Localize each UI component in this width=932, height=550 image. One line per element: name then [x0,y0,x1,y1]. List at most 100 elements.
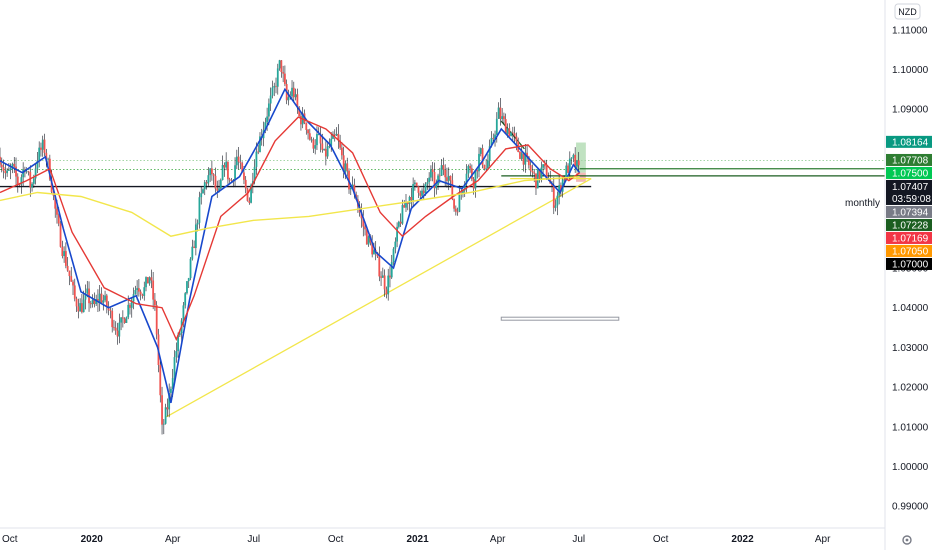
candle-body [291,87,293,97]
moving-average-line[interactable] [0,116,581,342]
candle-body [392,248,395,263]
candle-body [152,280,155,300]
candle-body [121,317,124,319]
plot-area[interactable] [0,59,885,435]
candle-body [572,154,575,158]
price-level-tag [886,135,932,148]
candle-body [139,291,142,295]
y-tick-label: 1.11000 [892,25,928,36]
candle-body [524,152,527,165]
candle-body [570,157,573,159]
candle-body [321,143,324,150]
moving-average-line[interactable] [0,176,580,237]
candle-body [312,139,315,149]
candle-body [81,303,83,313]
candle-body [545,166,548,180]
candle-body [426,182,429,184]
candle-body [97,298,99,303]
position-loss-zone[interactable] [576,172,586,182]
x-tick-label: Apr [165,534,181,545]
candle-body [212,174,215,176]
x-tick-label: Jul [247,534,260,545]
y-tick-label: 1.00000 [892,462,929,473]
candle-body [141,294,144,296]
candle-body [209,168,212,176]
candle-body [178,333,181,336]
candle-body [397,221,400,227]
candle-body [243,172,245,180]
candle-body [59,223,62,247]
candle-body [351,184,354,188]
candle-body [132,294,135,302]
candle-body [326,146,329,157]
candle-body [70,276,73,282]
candle-body [287,97,290,101]
candle-body [365,229,368,245]
candle-body [513,133,516,137]
trendline[interactable] [166,178,592,418]
candle-body [552,186,555,208]
candle-body [292,87,295,98]
candle-body [433,171,436,189]
candle-body [465,173,468,184]
candle-body [189,258,192,279]
candle-body [77,306,80,312]
candle-body [490,137,493,147]
candle-body [529,165,532,171]
settings-gear-icon[interactable] [902,535,912,545]
candle-body [284,73,286,85]
candle-body [412,184,415,201]
candle-body [205,182,208,184]
candle-body [458,193,461,212]
candle-body [105,295,108,307]
candle-body [344,163,347,172]
candle-body [102,300,105,303]
x-axis[interactable]: Oct 2020 Apr Jul Oct 2021 Apr Jul Oct 2022 Apr [0,527,885,545]
price-level-label: 1.07394 [892,207,929,218]
candle-body [413,182,416,185]
candle-body [310,139,313,141]
candlestick-series[interactable] [0,59,580,435]
candle-body [314,145,317,149]
candle-body [8,169,10,171]
candle-body [417,186,420,193]
moving-average-line[interactable] [0,87,581,404]
candle-body [435,185,438,189]
candle-body [381,275,384,278]
candle-body [551,183,553,187]
candle-body [408,196,411,204]
position-profit-zone[interactable] [576,142,586,173]
candle-body [248,200,251,203]
candle-body [104,295,106,301]
price-level-tag [886,231,932,244]
candle-body [451,180,454,200]
candle-body [431,169,434,172]
candle-body [574,154,577,167]
range-box[interactable] [500,316,620,321]
candle-body [0,164,3,168]
y-axis[interactable]: 0.99000 1.00000 1.01000 1.02000 1.03000 1.040… [884,0,932,550]
y-tick-label: 1.03000 [892,343,929,354]
candle-body [15,166,17,177]
candle-body [166,407,169,410]
candle-body [535,173,537,189]
candle-body [129,304,131,308]
candle-body [91,299,94,305]
candle-body [519,152,521,159]
candle-body [120,317,122,323]
candle-body [421,190,423,196]
candle-body [389,275,391,278]
candle-body [75,298,78,307]
candle-body [419,192,422,196]
candle-body [196,222,199,225]
x-tick-label: Jul [572,534,585,545]
currency-badge-box [894,3,921,20]
candle-body [324,148,327,157]
candle-body [271,87,274,96]
monthly-annotation: monthly [845,198,880,209]
candle-body [424,183,427,194]
candle-body [298,107,301,116]
candle-body [335,133,338,136]
candle-body [186,281,188,294]
